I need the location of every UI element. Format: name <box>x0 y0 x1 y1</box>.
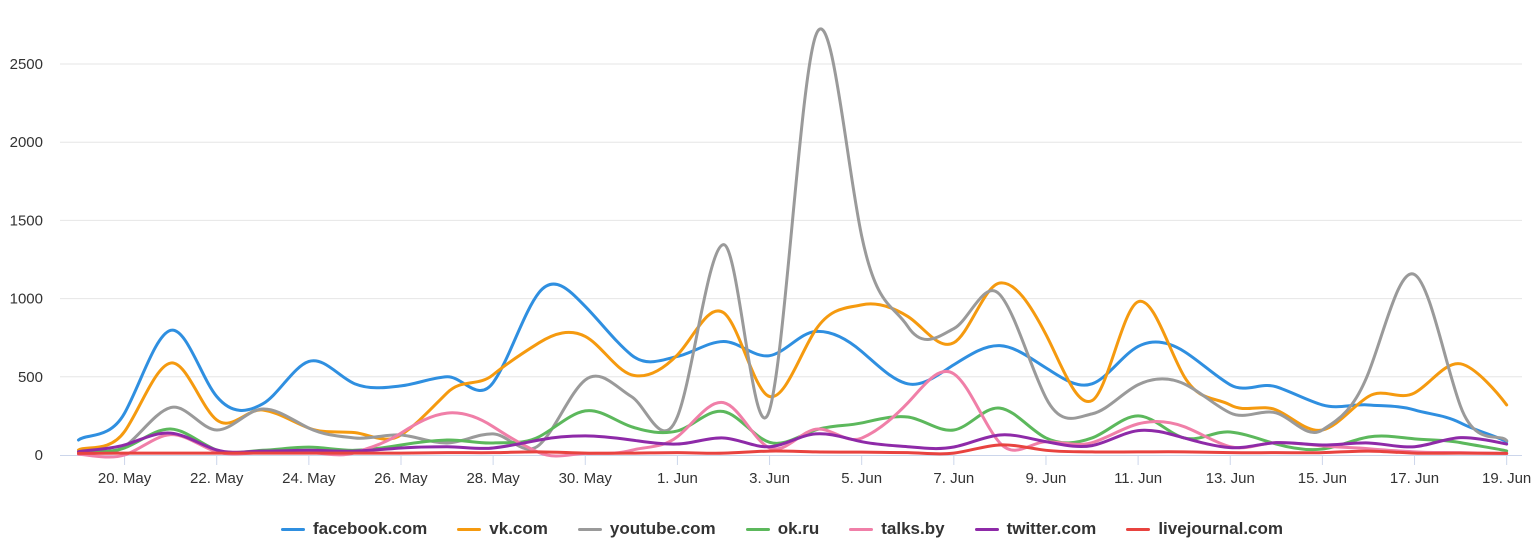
y-tick-label: 1500 <box>10 212 43 229</box>
legend-line-icon <box>974 527 999 531</box>
y-tick-label: 2000 <box>10 134 43 151</box>
x-axis: 20. May 22. May 24. May 26. May 28. May 30. M… <box>60 455 1531 487</box>
legend-label: livejournal.com <box>1158 519 1284 538</box>
legend-item-facebook-com[interactable]: facebook.com <box>280 519 428 539</box>
series-line-vk-com[interactable] <box>77 281 1509 452</box>
legend-label: twitter.com <box>1006 519 1097 538</box>
legend-item-youtube-com[interactable]: youtube.com <box>577 519 716 539</box>
x-tick-label: 26. May <box>374 470 428 487</box>
x-tick-label: 30. May <box>559 470 613 487</box>
y-tick-label: 1000 <box>10 291 43 308</box>
legend-line-icon <box>745 527 770 531</box>
legend-line-icon <box>577 527 602 531</box>
legend-item-vk-com[interactable]: vk.com <box>457 519 548 539</box>
legend-label: facebook.com <box>312 519 428 538</box>
y-axis-labels: 0 500 1000 1500 2000 2500 <box>10 56 43 464</box>
x-tick-label: 28. May <box>466 470 520 487</box>
legend-label: ok.ru <box>777 519 820 538</box>
x-tick-label: 24. May <box>282 470 336 487</box>
series-lines <box>77 27 1509 459</box>
x-tick-label: 7. Jun <box>933 470 974 487</box>
series-line-facebook-com[interactable] <box>77 282 1509 444</box>
legend-label: talks.by <box>881 519 945 538</box>
legend-line-icon <box>280 527 305 531</box>
legend-item-twitter-com[interactable]: twitter.com <box>974 519 1097 539</box>
legend: facebook.com vk.com youtube.com ok.ru talks.… <box>0 519 1534 539</box>
x-tick-label: 20. May <box>98 470 152 487</box>
x-tick-label: 5. Jun <box>841 470 882 487</box>
x-tick-label: 1. Jun <box>657 470 698 487</box>
legend-label: vk.com <box>489 519 548 538</box>
legend-line-icon <box>1126 527 1151 531</box>
x-tick-label: 17. Jun <box>1390 470 1439 487</box>
x-tick-label: 13. Jun <box>1206 470 1255 487</box>
legend-item-ok-ru[interactable]: ok.ru <box>745 519 820 539</box>
x-tick-label: 11. Jun <box>1114 470 1162 487</box>
x-tick-label: 19. Jun <box>1482 470 1531 487</box>
grid-lines <box>60 63 1522 378</box>
y-tick-label: 500 <box>18 369 43 386</box>
x-tick-label: 15. Jun <box>1298 470 1347 487</box>
y-tick-label: 2500 <box>10 56 43 73</box>
series-line-youtube-com[interactable] <box>77 27 1509 455</box>
legend-label: youtube.com <box>609 519 716 538</box>
legend-line-icon <box>849 527 874 531</box>
line-chart: 0 500 1000 1500 2000 2500 20. May 22. May 24. M… <box>10 27 1531 487</box>
legend-item-talks-by[interactable]: talks.by <box>849 519 945 539</box>
legend-line-icon <box>457 527 482 531</box>
y-tick-label: 0 <box>35 447 43 464</box>
x-tick-label: 22. May <box>190 470 244 487</box>
legend-item-livejournal-com[interactable]: livejournal.com <box>1126 519 1283 539</box>
x-tick-label: 9. Jun <box>1026 470 1067 487</box>
series-line-twitter-com[interactable] <box>77 428 1509 454</box>
x-tick-label: 3. Jun <box>749 470 790 487</box>
series-line-livejournal-com[interactable] <box>77 443 1509 456</box>
series-line-ok-ru[interactable] <box>77 406 1509 455</box>
